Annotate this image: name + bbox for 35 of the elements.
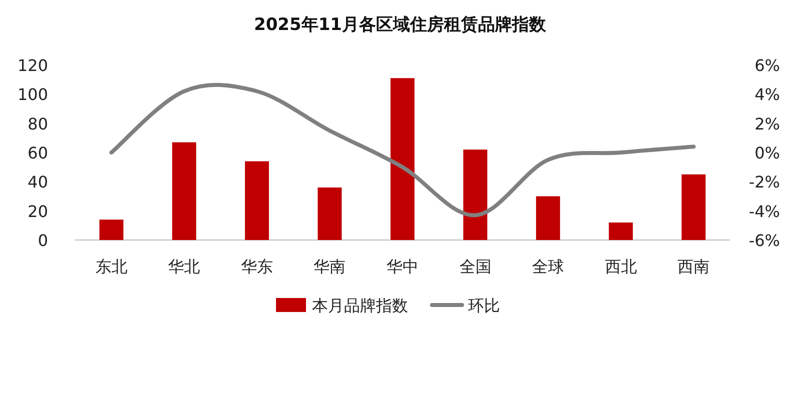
x-tick-label: 华北: [168, 257, 200, 276]
bar: [244, 161, 269, 240]
y2-tick-label: 4%: [754, 85, 780, 104]
y-tick-label: 20: [28, 202, 48, 221]
bar: [390, 78, 414, 240]
bar: [463, 150, 488, 240]
y-tick-label: 100: [17, 85, 48, 104]
bar: [172, 142, 196, 240]
bar: [99, 220, 124, 240]
bar: [608, 222, 633, 240]
x-tick-label: 华南: [314, 257, 346, 276]
y-tick-label: 40: [28, 172, 48, 192]
bar: [536, 196, 560, 240]
bar: [318, 188, 342, 240]
x-tick-label: 华东: [240, 257, 273, 276]
y2-tick-label: 2%: [754, 114, 780, 134]
y2-tick-label: 0%: [754, 144, 780, 162]
x-tick-label: 全国: [459, 257, 492, 276]
y2-tick-label: -6%: [748, 231, 780, 250]
legend-label: 环比: [468, 296, 500, 315]
x-tick-label: 西北: [604, 257, 637, 276]
x-tick-label: 华中: [386, 257, 418, 276]
chart-title: 2025年11月各区域住房租赁品牌指数: [254, 15, 547, 35]
x-tick-label: 全球: [532, 257, 564, 276]
legend-label: 本月品牌指数: [312, 296, 408, 315]
y2-tick-label: 6%: [754, 56, 780, 75]
y-tick-label: 80: [28, 114, 48, 134]
y-tick-label: 120: [17, 56, 48, 75]
x-tick-label: 东北: [95, 257, 128, 276]
y-tick-label: 60: [28, 144, 48, 162]
y2-tick-label: -2%: [748, 172, 780, 192]
bar: [682, 174, 706, 240]
x-tick-label: 西南: [678, 257, 710, 276]
y-tick-label: 0: [38, 231, 48, 250]
y2-tick-label: -4%: [748, 202, 780, 221]
